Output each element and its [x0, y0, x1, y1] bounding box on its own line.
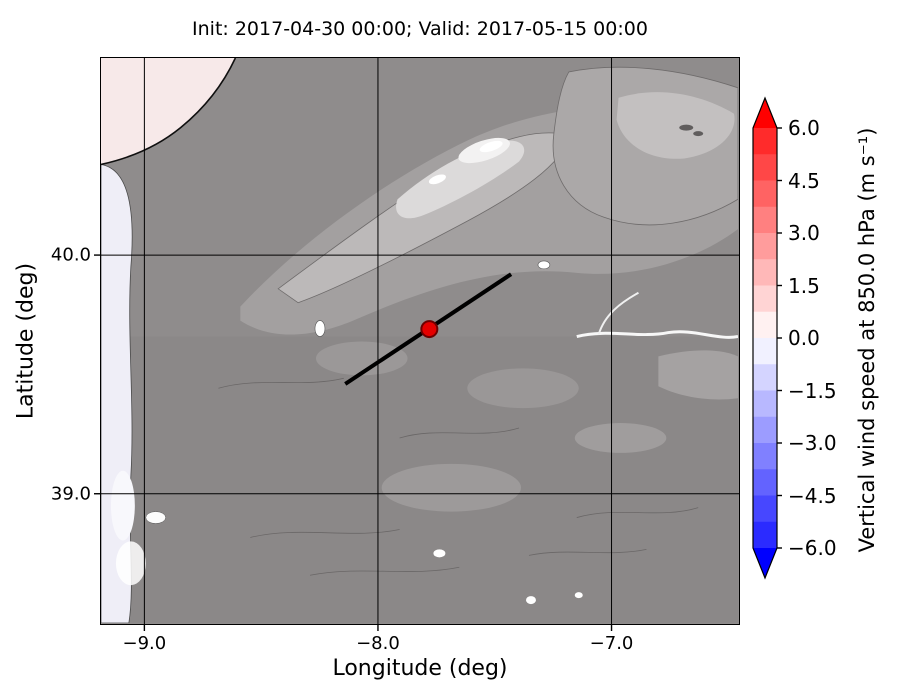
- colorbar-segment: [753, 206, 777, 234]
- sea-region: [101, 58, 237, 623]
- colorbar-tick-label: 6.0: [788, 116, 820, 140]
- map-plot-area: [100, 57, 740, 625]
- colorbar-segment: [753, 233, 777, 260]
- river-lines: [576, 291, 738, 339]
- colorbar-segment: [753, 311, 777, 339]
- colorbar-tick-label: 3.0: [788, 221, 820, 245]
- colorbar-over-arrow: [753, 98, 777, 128]
- colorbar-segment: [753, 521, 777, 549]
- colorbar-tick-label: −4.5: [788, 483, 837, 508]
- colorbar-tick-label: −6.0: [788, 536, 837, 560]
- x-axis-label: Longitude (deg): [332, 656, 508, 681]
- colorbar-segment: [753, 128, 777, 155]
- colorbar-tick-label: 1.5: [788, 273, 820, 298]
- colorbar-segment: [753, 390, 777, 418]
- colorbar-tick-label: −1.5: [788, 378, 837, 403]
- terrain-layer: [101, 58, 738, 623]
- y-tick-label: 39.0: [50, 483, 91, 505]
- colorbar-tick-label: 4.5: [788, 168, 820, 193]
- coastline: [101, 58, 237, 166]
- colorbar-outline: [752, 96, 778, 580]
- x-tick-label: −7.0: [589, 633, 634, 654]
- colorbar-tick-label: −3.0: [788, 431, 837, 455]
- colorbar-label: Vertical wind speed at 850.0 hPa (m s⁻¹): [855, 127, 879, 553]
- colorbar-under-arrow: [753, 548, 777, 578]
- white-patches: [145, 260, 583, 605]
- colorbar-segment: [753, 259, 777, 286]
- x-tick-label: −8.0: [356, 633, 400, 654]
- y-tick-label: 40.0: [50, 244, 91, 266]
- terrain-shading: [101, 58, 738, 623]
- colorbar-segment: [753, 416, 777, 444]
- colorbar-tick-label: 0.0: [788, 326, 820, 350]
- y-axis-label: Latitude (deg): [13, 262, 39, 420]
- colorbar-segment: [753, 443, 777, 470]
- colorbar-segment: [753, 364, 777, 391]
- colorbar-segment: [753, 495, 777, 523]
- x-tick-label: −9.0: [122, 633, 167, 654]
- colorbar-segment: [753, 180, 777, 208]
- colorbar-segment: [753, 154, 777, 181]
- colorbar-segment: [753, 338, 777, 365]
- colorbar-segment: [753, 285, 777, 313]
- plot-title: Init: 2017-04-30 00:00; Valid: 2017-05-1…: [192, 18, 648, 40]
- colorbar-segment: [753, 469, 777, 496]
- contour-squiggles: [218, 377, 699, 576]
